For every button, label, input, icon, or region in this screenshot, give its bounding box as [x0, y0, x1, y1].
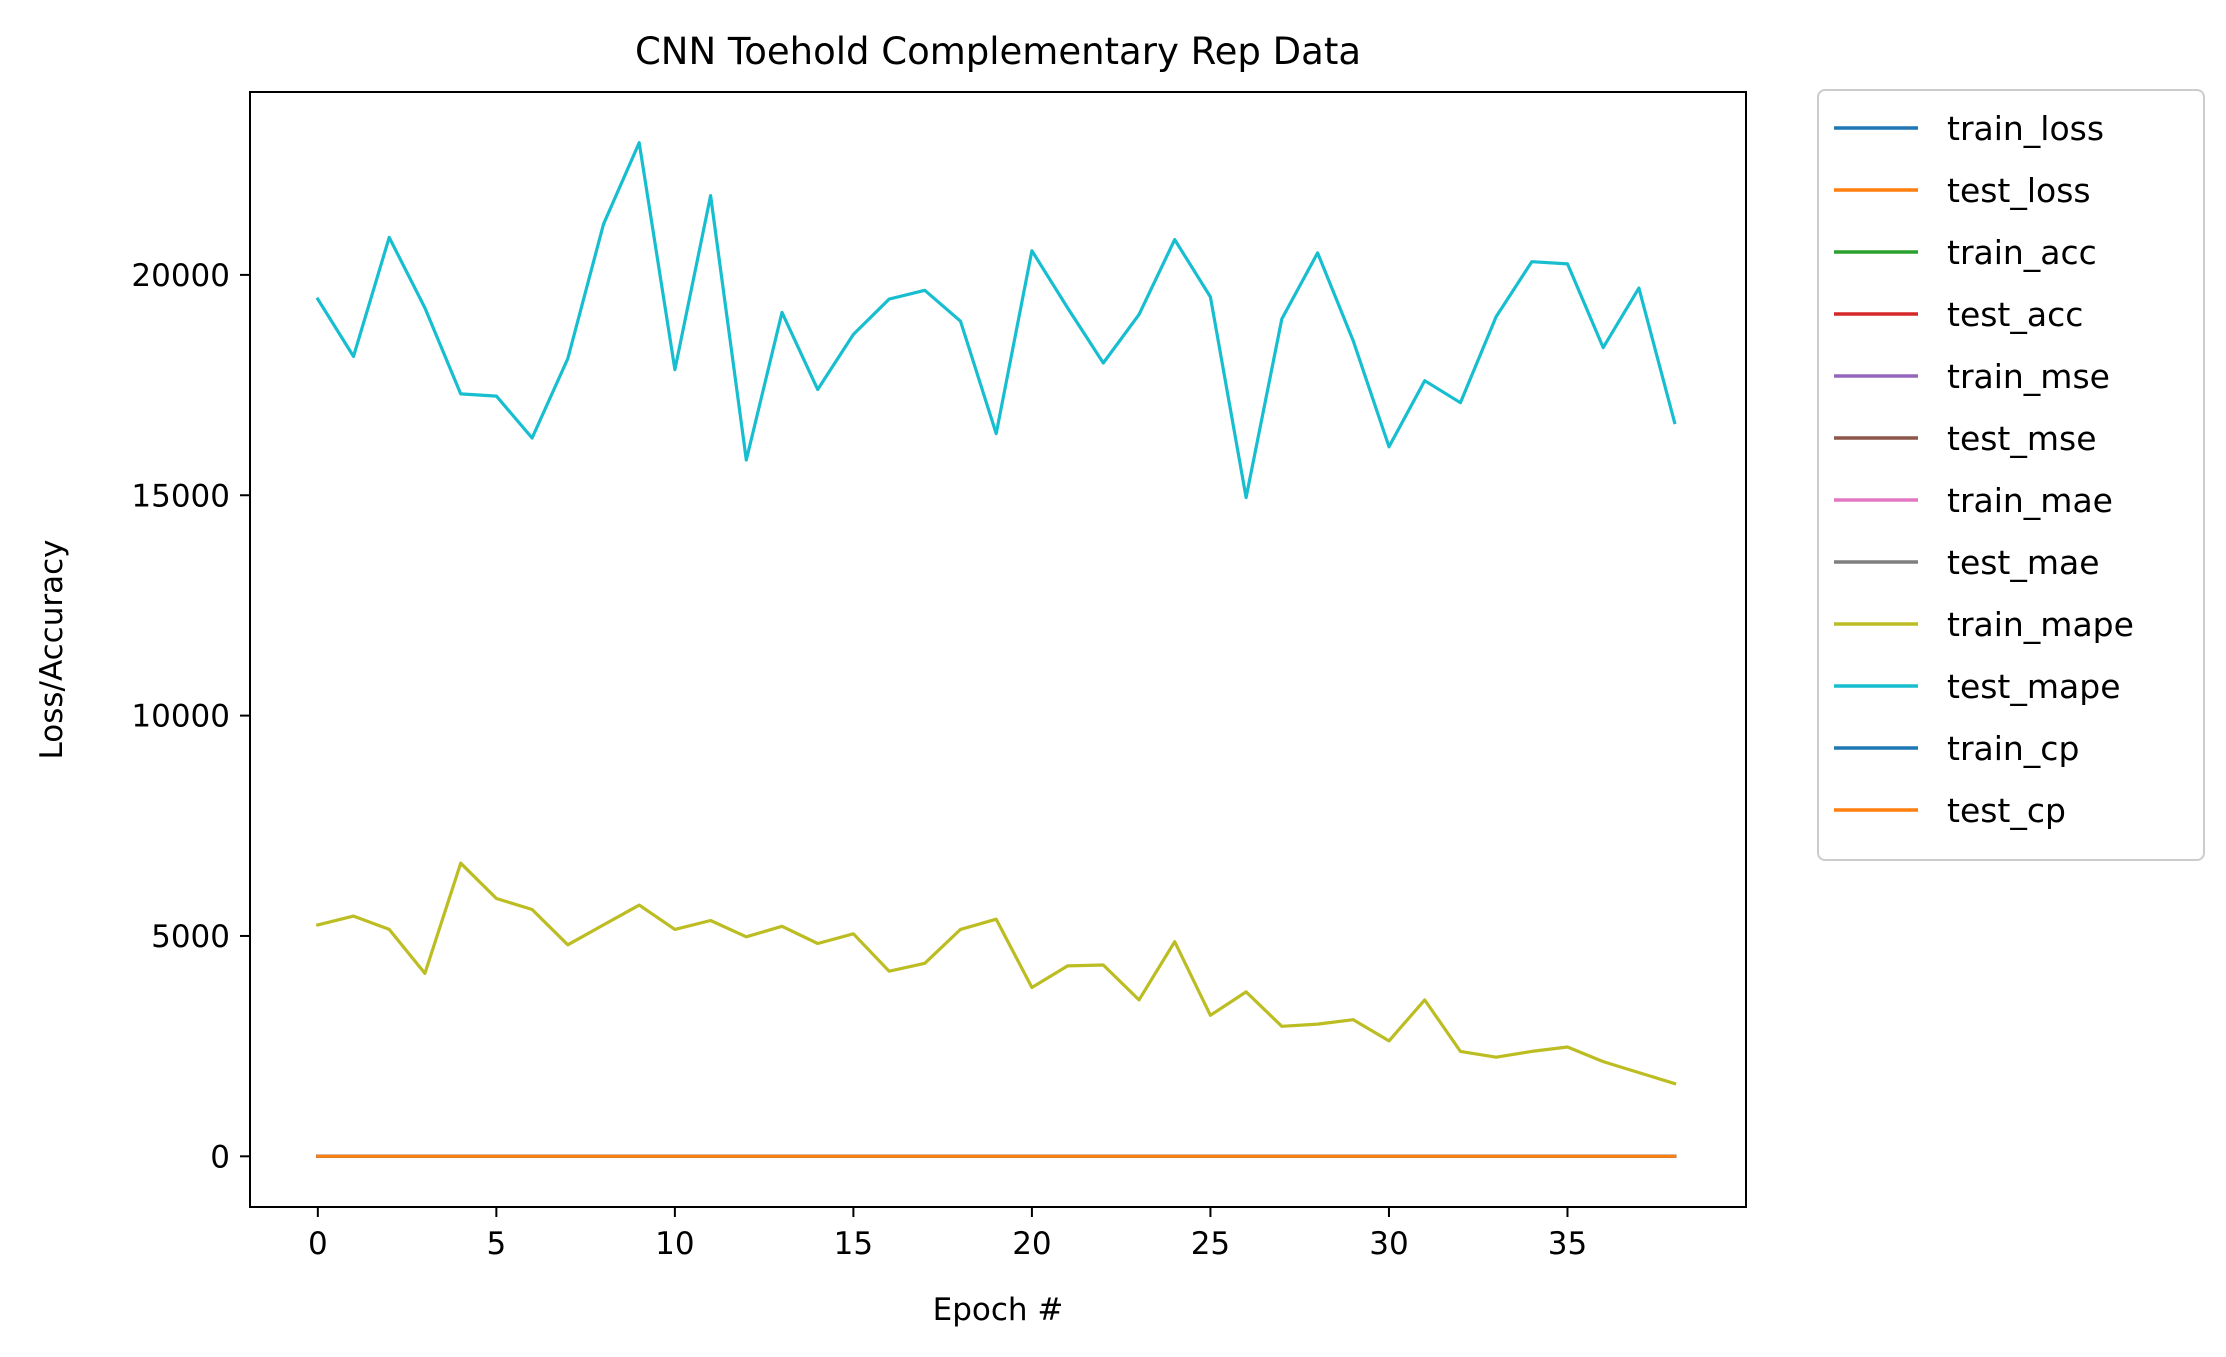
- y-tick-label: 15000: [131, 478, 230, 514]
- legend-label-train-mae: train_mae: [1947, 481, 2113, 520]
- legend-label-test-mae: test_mae: [1947, 543, 2100, 582]
- y-tick-label: 0: [210, 1139, 230, 1175]
- y-tick-label: 20000: [131, 258, 230, 294]
- legend-box: [1817, 89, 2205, 861]
- series-line-test-mape: [315, 141, 1677, 500]
- y-tick-label: 10000: [131, 699, 230, 735]
- legend-label-test-mape: test_mape: [1947, 667, 2121, 706]
- x-axis: 0 5 10 15 20 25 30 35: [308, 1207, 1587, 1262]
- x-tick-label: 10: [655, 1226, 694, 1262]
- x-tick-label: 25: [1191, 1226, 1230, 1262]
- series-layer: [315, 141, 1677, 1158]
- legend-label-train-acc: train_acc: [1947, 233, 2097, 272]
- x-tick-label: 0: [308, 1226, 328, 1262]
- x-axis-label: Epoch #: [933, 1292, 1064, 1328]
- y-axis: 0 5000 10000 15000 20000: [131, 258, 250, 1175]
- legend-label-test-acc: test_acc: [1947, 295, 2083, 334]
- x-tick-label: 15: [834, 1226, 873, 1262]
- legend-label-train-loss: train_loss: [1947, 109, 2104, 148]
- y-axis-label: Loss/Accuracy: [34, 540, 70, 760]
- legend-label-train-mape: train_mape: [1947, 605, 2134, 644]
- x-tick-label: 20: [1012, 1226, 1051, 1262]
- chart-title: CNN Toehold Complementary Rep Data: [635, 30, 1361, 73]
- plot-frame: [249, 91, 1747, 1208]
- x-tick-label: 35: [1548, 1226, 1587, 1262]
- x-tick-label: 5: [486, 1226, 506, 1262]
- legend: train_loss test_loss train_acc test_acctrai…: [1817, 89, 2205, 861]
- legend-label-test-mse: test_mse: [1947, 419, 2097, 458]
- y-tick-label: 5000: [151, 919, 230, 955]
- x-tick-label: 30: [1369, 1226, 1408, 1262]
- series-line-train-mape: [315, 861, 1677, 1086]
- legend-label-train-mse: train_mse: [1947, 357, 2110, 396]
- legend-label-train-cp: train_cp: [1947, 729, 2079, 768]
- legend-label-test-cp: test_cp: [1947, 791, 2066, 830]
- legend-label-test-loss: test_loss: [1947, 171, 2091, 210]
